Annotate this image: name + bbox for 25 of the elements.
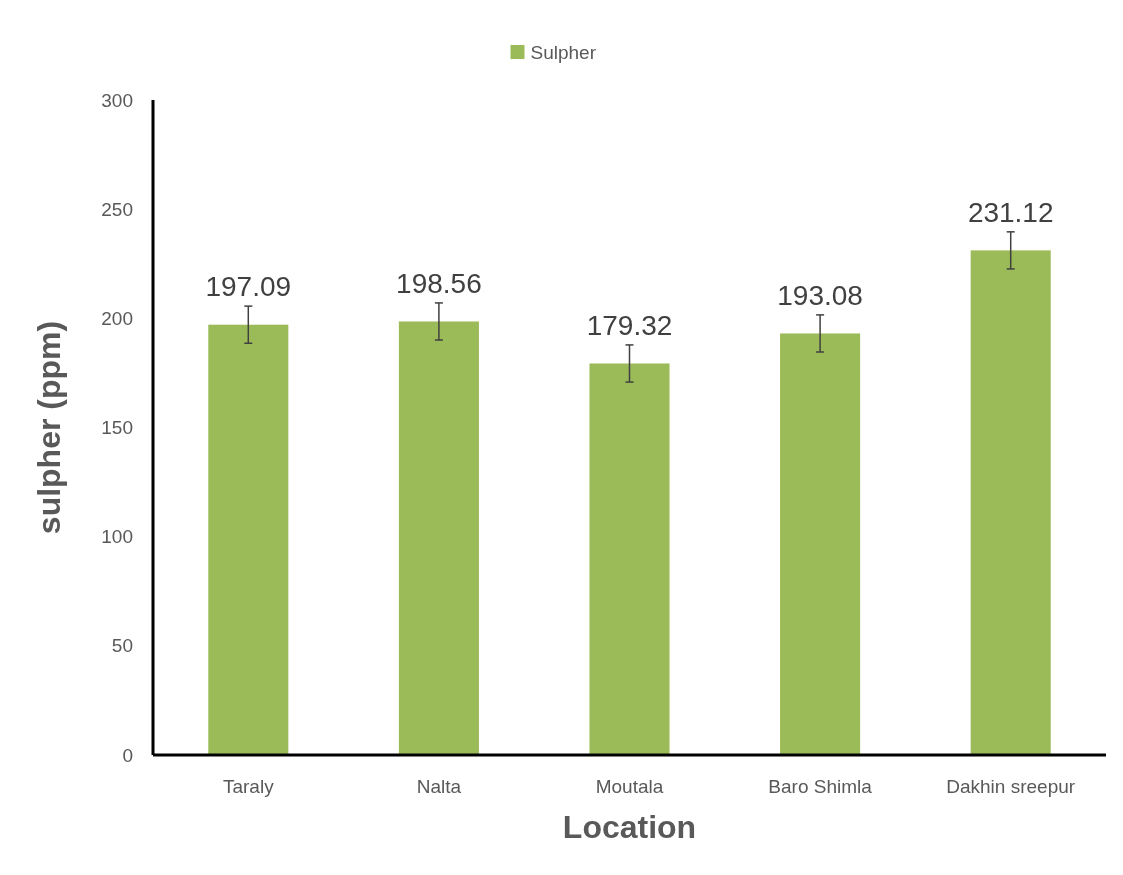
x-tick-label: Moutala xyxy=(595,776,664,797)
y-tick-label: 0 xyxy=(122,744,133,766)
bar xyxy=(970,250,1051,755)
y-tick-label: 150 xyxy=(101,417,133,439)
data-label: 197.09 xyxy=(205,271,292,303)
bar xyxy=(208,324,289,755)
data-label: 193.08 xyxy=(777,279,863,311)
x-tick-label: Baro Shimla xyxy=(768,776,873,797)
x-tick-label: Taraly xyxy=(222,776,275,797)
y-tick-label: 200 xyxy=(101,307,133,329)
bar xyxy=(780,333,861,755)
bar xyxy=(589,363,670,755)
y-axis-title: sulpher (ppm) xyxy=(31,320,67,535)
data-label: 198.56 xyxy=(396,267,482,299)
y-tick-label: 250 xyxy=(101,198,133,220)
data-label: 231.12 xyxy=(967,196,1054,228)
data-label: 179.32 xyxy=(586,309,673,341)
x-axis-title: Location xyxy=(562,809,697,845)
x-tick-label: Dakhin sreepur xyxy=(946,776,1076,797)
y-tick-label: 50 xyxy=(111,635,133,657)
bar xyxy=(398,321,479,755)
legend-label: Sulpher xyxy=(530,41,597,63)
y-tick-label: 100 xyxy=(101,526,133,548)
y-tick-label: 300 xyxy=(101,89,133,111)
x-tick-label: Nalta xyxy=(416,776,462,797)
